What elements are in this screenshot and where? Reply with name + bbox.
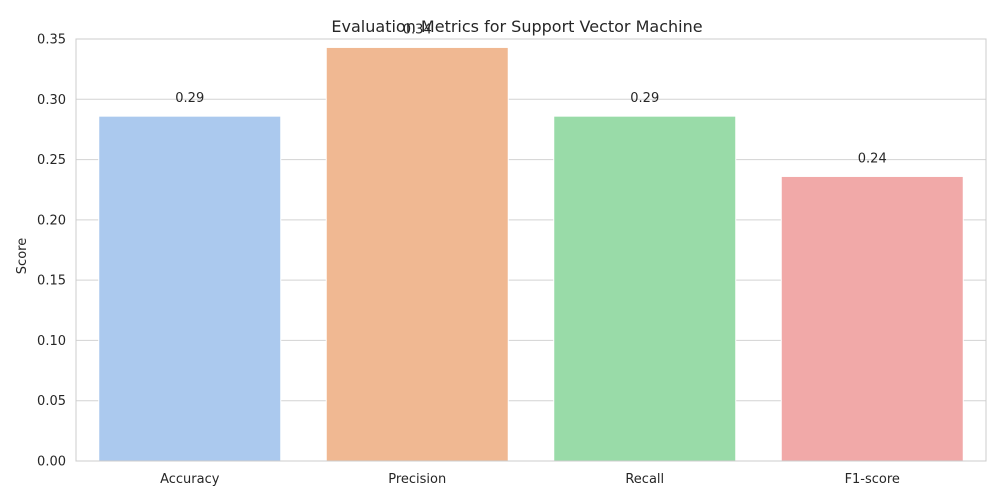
y-tick-label: 0.20 [37,213,66,228]
y-tick-label: 0.15 [37,274,66,289]
y-tick-label: 0.05 [37,394,66,409]
plot-frame [75,38,987,462]
plot-spines [75,38,987,462]
x-tick-label: Precision [388,472,446,487]
bar-value-label: 0.29 [175,91,204,106]
bar-value-label: 0.34 [403,22,432,37]
y-tick-label: 0.35 [37,33,66,48]
x-tick-label: Accuracy [160,472,220,487]
bar [98,115,282,462]
bar [325,46,509,462]
y-tick-label: 0.25 [37,153,66,168]
y-tick-label: 0.00 [37,455,66,470]
bar-value-label: 0.29 [630,91,659,106]
bar [553,115,737,462]
axis-ticks: 0.00 0.05 0.10 0.15 0.20 0.25 0.30 0.35 Accuracy… [37,33,900,488]
bar [780,175,964,462]
bars [98,46,964,462]
x-tick-label: Recall [625,472,664,487]
bar-value-label: 0.24 [858,151,887,166]
y-tick-label: 0.10 [37,334,66,349]
y-axis-label: Score [15,238,30,274]
x-tick-label: F1-score [845,472,900,487]
chart-title: Evaluation Metrics for Support Vector Ma… [331,17,702,36]
y-tick-label: 0.30 [37,93,66,108]
value-labels: 0.29 0.34 0.29 0.24 [175,22,886,166]
